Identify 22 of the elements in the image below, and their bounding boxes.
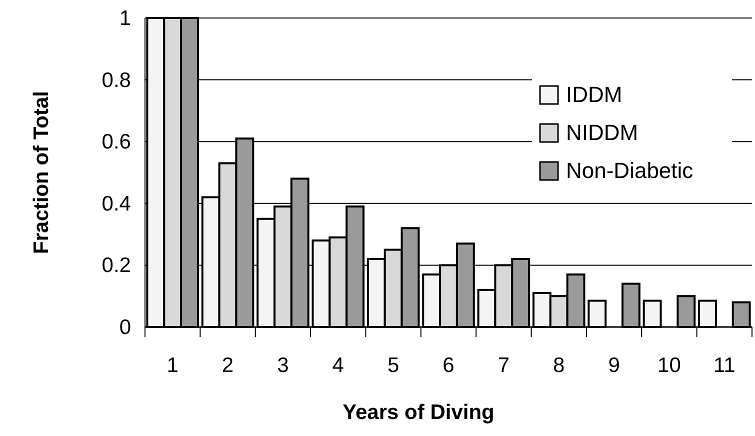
x-tick-label: 9 — [608, 354, 620, 377]
x-tick-label: 7 — [498, 354, 510, 377]
x-tick-label: 11 — [714, 354, 736, 377]
x-tick-label: 2 — [222, 354, 234, 377]
y-axis-title: Fraction of Total — [30, 91, 53, 254]
y-tick-label: 1 — [119, 7, 131, 30]
y-tick-label: 0.6 — [102, 130, 131, 154]
x-axis-title: Years of Diving — [342, 401, 494, 424]
x-tick-label: 3 — [277, 354, 289, 377]
legend-label: Non-Diabetic — [566, 158, 694, 183]
y-tick-label: 0 — [119, 316, 131, 339]
x-tick-label: 4 — [332, 354, 344, 377]
x-tick-label: 1 — [166, 354, 178, 377]
legend-label: NIDDM — [566, 120, 638, 145]
x-tick-label: 8 — [553, 354, 565, 377]
x-tick-label: 10 — [658, 354, 681, 377]
y-tick-label: 0.2 — [102, 254, 131, 278]
y-tick-label: 0.4 — [102, 192, 132, 216]
x-tick-label: 6 — [442, 354, 454, 377]
y-tick-label: 0.8 — [102, 68, 131, 92]
legend-label: IDDM — [566, 82, 622, 107]
x-tick-label: 5 — [387, 354, 400, 377]
